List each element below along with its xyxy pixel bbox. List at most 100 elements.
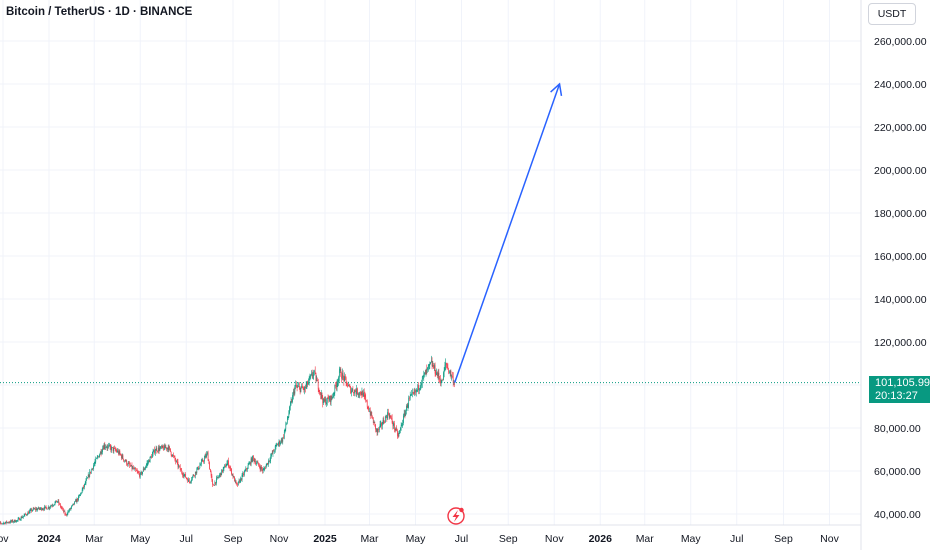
candle-body [354, 390, 355, 394]
candle-body [314, 370, 315, 372]
candle-body [265, 465, 267, 469]
price-axis-label: 260,000.00 [874, 36, 927, 48]
candle-body [152, 451, 154, 455]
candle-body [388, 414, 390, 418]
candle-body [288, 413, 290, 417]
candle-body [428, 364, 430, 366]
candle-body [156, 448, 158, 452]
price-axis[interactable]: 260,000.00 240,000.00 220,000.00 200,000.00… [874, 36, 927, 521]
candle-body [300, 387, 302, 392]
symbol-title[interactable]: Bitcoin / TetherUS · 1D · BINANCE [6, 6, 193, 18]
candle-body [120, 453, 121, 455]
arrow-line [453, 83, 561, 383]
candle-body [151, 454, 153, 458]
candle-body [167, 447, 168, 450]
candle-body [384, 416, 386, 423]
candle-body [32, 508, 34, 511]
candle-body [413, 392, 415, 394]
candle-body [281, 439, 283, 442]
candle-body [254, 461, 256, 462]
candle-body [430, 360, 432, 363]
projection-arrow[interactable] [453, 82, 563, 383]
candle-body [412, 392, 413, 394]
candle-body [11, 520, 13, 522]
candle-body [219, 473, 221, 476]
candle-body [252, 455, 253, 462]
candle-body [430, 362, 431, 364]
candle-body [118, 450, 119, 454]
flash-icon[interactable] [447, 507, 465, 525]
candle-body [62, 508, 64, 512]
candle-body [275, 445, 277, 447]
candle-body [305, 385, 307, 389]
candle-body [4, 522, 6, 525]
candle-body [149, 456, 151, 463]
candle-body [144, 468, 146, 470]
candle-body [425, 369, 427, 375]
candle-body [246, 468, 248, 470]
candle-body [95, 458, 97, 462]
time-axis[interactable]: ov 2024 Mar May Jul Sep Nov 2025 Mar May Jul Sep Nov… [0, 533, 840, 545]
candle-body [215, 482, 217, 484]
candle-body [436, 372, 437, 375]
candle-body [112, 447, 114, 452]
candle-body [369, 411, 370, 412]
candle-body [145, 466, 146, 469]
candle-body [311, 373, 313, 377]
candle-body [345, 377, 347, 382]
candle-body [172, 454, 174, 457]
time-axis-label: May [130, 533, 151, 545]
candle-body [202, 459, 204, 462]
candle-body [323, 398, 325, 402]
candle-body [259, 467, 261, 470]
candle-body [197, 466, 199, 470]
time-axis-label: Jul [730, 533, 743, 545]
price-axis-label: 120,000.00 [874, 337, 927, 349]
candle-body [365, 397, 367, 401]
candle-body [368, 408, 370, 412]
candle-body [397, 435, 399, 437]
candle-body [170, 451, 172, 456]
candle-body [127, 464, 128, 466]
candle-body [243, 473, 244, 475]
candle-body [132, 467, 134, 469]
candle-body [258, 462, 259, 466]
candle-body [220, 473, 222, 476]
candle-body [335, 384, 336, 386]
candle-body [450, 371, 452, 377]
currency-button[interactable]: USDT [868, 3, 916, 25]
candle-body [185, 477, 187, 479]
candle-body [373, 421, 375, 424]
candle-body [319, 391, 321, 393]
candle-body [358, 394, 360, 395]
candle-body [200, 464, 201, 466]
candle-body [225, 465, 226, 468]
candle-body [432, 365, 434, 367]
candle-body [162, 445, 164, 448]
candle-body [36, 508, 38, 511]
candle-body [332, 394, 334, 398]
candle-body [96, 458, 97, 459]
candle-body [326, 397, 328, 403]
candle-body [37, 508, 39, 511]
candle-body [310, 374, 312, 378]
candle-body [390, 415, 391, 418]
candle-body [105, 447, 107, 448]
candle-body [186, 478, 188, 480]
candle-body [101, 451, 103, 454]
candle-body [4, 522, 5, 525]
candle-body [379, 424, 381, 427]
candle-body [363, 392, 364, 397]
candle-body [331, 396, 333, 399]
candle-body [29, 510, 31, 512]
time-axis-label: Nov [820, 533, 839, 545]
candle-body [415, 390, 416, 393]
candle-body [268, 460, 270, 462]
candle-body [151, 456, 152, 458]
candle-body [320, 392, 321, 395]
candle-body [125, 460, 127, 462]
price-axis-label: 180,000.00 [874, 208, 927, 220]
candle-body [344, 376, 345, 382]
candle-body [232, 474, 234, 478]
